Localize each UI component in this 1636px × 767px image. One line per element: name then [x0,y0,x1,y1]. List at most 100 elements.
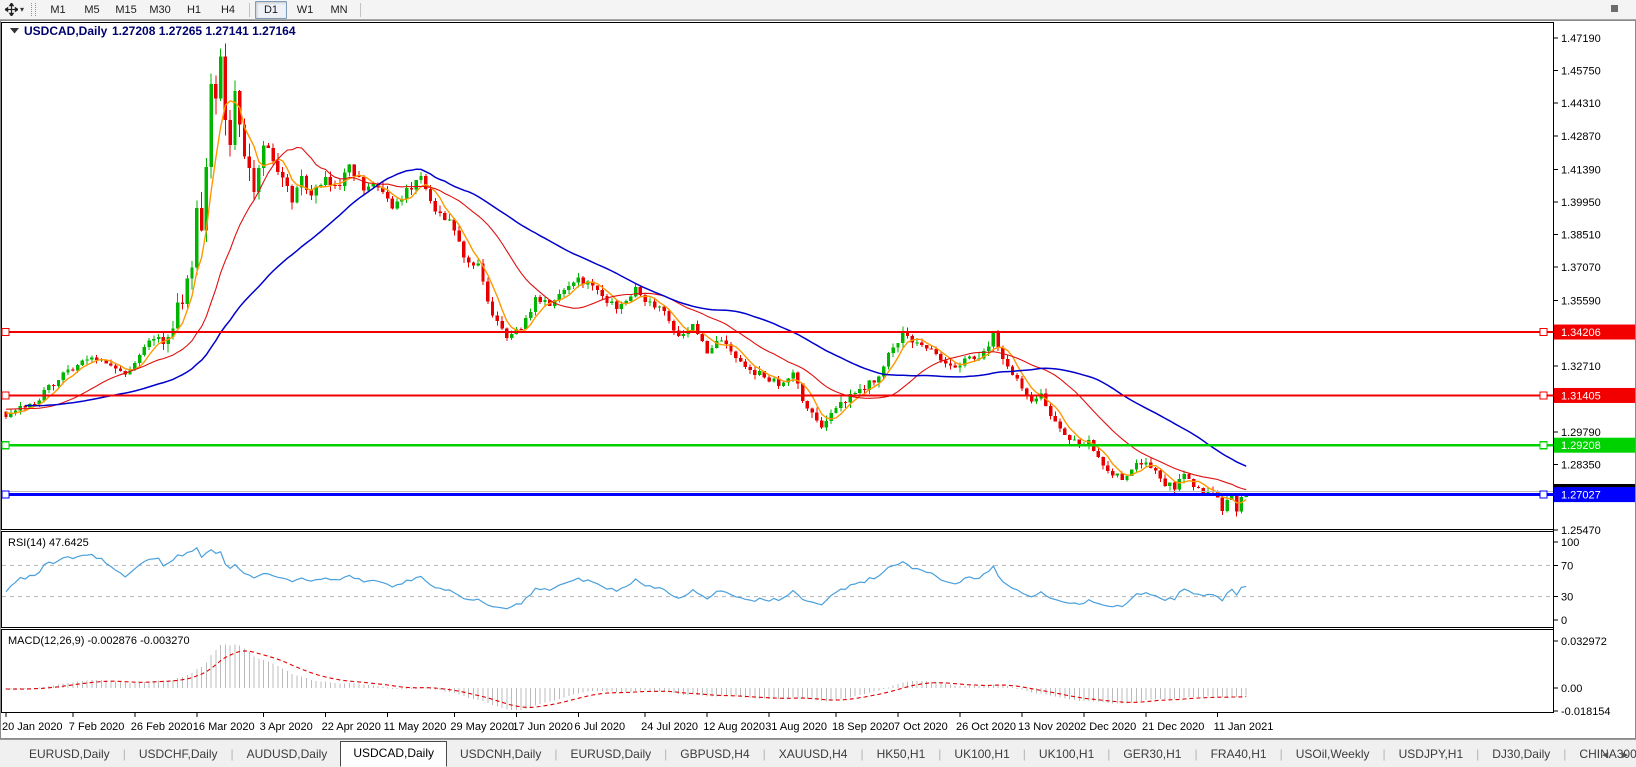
chart-tab-uk100-h1[interactable]: UK100,H1 [1038,747,1095,761]
timeframe-button-m1[interactable]: M1 [50,3,66,16]
chart-tab-usdcnh-daily[interactable]: USDCNH,Daily [460,747,542,761]
hline-price-label [1554,487,1635,503]
rsi-tick-label: 30 [1561,592,1573,604]
date-tick-label: 6 Jul 2020 [574,721,625,733]
price-tick-label: 1.41390 [1561,164,1601,176]
tab-separator: | [1476,747,1480,761]
hline-handle[interactable] [1539,441,1548,450]
timeframe-button-h4[interactable]: H4 [220,3,236,16]
timeframe-button-m30[interactable]: M30 [149,3,171,16]
crosshair-icon [5,3,18,16]
hline-handle[interactable] [1,490,10,499]
timeframe-button-d1[interactable]: D1 [255,0,288,19]
rsi-line [5,546,1247,610]
chart-tab-uk100-h1[interactable]: UK100,H1 [954,747,1010,761]
macd-histogram [5,644,1247,711]
chart-tab-usoil-weekly[interactable]: USOil,Weekly [1295,747,1370,761]
chart-tab-ger30-h1[interactable]: GER30,H1 [1123,747,1182,761]
chart-tab-xauusd-h4[interactable]: XAUUSD,H4 [778,747,848,761]
chart-tab-fra40-h1[interactable]: FRA40,H1 [1210,747,1267,761]
tab-separator: | [230,747,234,761]
date-tick-label: 18 Sep 2020 [832,721,894,733]
tab-separator: | [1563,747,1567,761]
chart-window[interactable]: 1.47190 1.45750 1.44310 1.42870 1.41390 1.399… [0,20,1636,739]
tab-separator: | [122,747,126,761]
tab-scroll-arrows: ◄ ► [1600,750,1630,761]
hline-price-label [1554,387,1635,403]
price-tick-label: 1.35590 [1561,296,1601,308]
chart-title-symbol: USDCAD,Daily [24,24,108,38]
hline-handle[interactable] [1,327,10,337]
chart-tab-audusd-daily[interactable]: AUDUSD,Daily [246,747,328,761]
macd-tick-label: -0.018154 [1561,706,1611,718]
tab-separator: | [664,747,668,761]
tab-separator: | [762,747,766,761]
date-tick-label: 16 Mar 2020 [193,721,255,733]
hline-price-label [1554,324,1635,340]
date-tick-label: 7 Feb 2020 [69,721,125,733]
symbol-dropdown-icon[interactable] [10,28,19,34]
chart-tab-dj30-daily[interactable]: DJ30,Daily [1492,747,1551,761]
rsi-tick-label: 100 [1561,537,1579,549]
price-tick-label: 1.38510 [1561,230,1601,242]
tab-separator: | [1107,747,1111,761]
timeframe-button-m15[interactable]: M15 [115,3,137,16]
rsi-tick-label: 0 [1561,615,1567,627]
chart-tab-usdcad-daily[interactable]: USDCAD,Daily [340,741,447,767]
date-tick-label: 21 Dec 2020 [1142,721,1204,733]
chart-tab-eurusd-daily[interactable]: EURUSD,Daily [29,747,110,761]
hline-price-label-text: 1.29208 [1561,440,1601,452]
price-tick-label: 1.32710 [1561,361,1601,373]
chart-tab-usdchf-daily[interactable]: USDCHF,Daily [138,747,218,761]
hline-price-label-text: 1.27027 [1561,490,1601,502]
horizontal-line-objects[interactable] [1,327,1553,499]
timeframe-button-mn[interactable]: MN [330,3,348,16]
date-axis[interactable]: 20 Jan 2020 7 Feb 2020 26 Feb 2020 16 Mar 2… [2,712,1273,733]
rsi-tick-label: 70 [1561,560,1573,572]
hline-handle[interactable] [1,441,10,450]
date-tick-label: 26 Oct 2020 [956,721,1016,733]
timeframe-button-h1[interactable]: H1 [186,3,202,16]
price-tick-label: 1.25470 [1561,525,1601,537]
price-tick-label: 1.45750 [1561,66,1601,78]
tab-scroll-left-icon[interactable]: ◄ [1600,750,1611,761]
date-tick-label: 7 Oct 2020 [894,721,948,733]
date-tick-label: 11 May 2020 [384,721,447,733]
tab-separator: | [554,747,558,761]
tab-separator: | [860,747,864,761]
timeframe-button-w1[interactable]: W1 [296,3,314,16]
price-chart-canvas[interactable]: 1.47190 1.45750 1.44310 1.42870 1.41390 1.399… [0,20,1636,739]
tab-separator: | [1279,747,1283,761]
chart-tab-gbpusd-h4[interactable]: GBPUSD,H4 [680,747,750,761]
chart-tab-hk50-h1[interactable]: HK50,H1 [876,747,926,761]
chart-tab-usdjpy-h1[interactable]: USDJPY,H1 [1398,747,1464,761]
toolbar-grip[interactable] [31,3,37,16]
hline-handle[interactable] [1539,490,1548,499]
hline-price-label-text: 1.34206 [1561,327,1601,339]
chart-title-ohlc: 1.27208 1.27265 1.27141 1.27164 [112,24,296,38]
price-tick-label: 1.37070 [1561,262,1601,274]
tab-scroll-right-icon[interactable]: ► [1620,750,1630,761]
cursor-tool-button[interactable]: ▾ [0,1,28,18]
chart-tab-china300-h1[interactable]: CHINA300,H1 [1579,747,1636,761]
macd-indicator-label: MACD(12,26,9) -0.002876 -0.003270 [8,635,190,647]
price-axis[interactable]: 1.47190 1.45750 1.44310 1.42870 1.41390 1.399… [1553,23,1635,718]
rsi-panel-content [2,546,1553,610]
chart-tab-eurusd-daily[interactable]: EURUSD,Daily [570,747,652,761]
toolbar-separator [249,2,251,17]
macd-tick-label: 0.032972 [1561,636,1607,648]
hline-handle[interactable] [1539,327,1548,337]
date-tick-label: 11 Jan 2021 [1214,721,1274,733]
toolbar-overflow-icon[interactable] [1611,5,1618,12]
hline-handle[interactable] [1539,391,1548,400]
rsi-indicator-label: RSI(14) 47.6425 [8,537,89,549]
date-tick-label: 13 Nov 2020 [1018,721,1080,733]
timeframe-button-m5[interactable]: M5 [84,3,100,16]
chart-tab-bar: EURUSD,Daily | USDCHF,Daily | AUDUSD,Daily US… [0,739,1636,767]
hline-price-label [1554,437,1635,453]
date-tick-label: 24 Jul 2020 [641,721,698,733]
hline-handle[interactable] [1,391,10,400]
cursor-dropdown-icon[interactable]: ▾ [20,5,25,14]
date-tick-label: 29 May 2020 [450,721,514,733]
panel-frames [0,20,1636,739]
